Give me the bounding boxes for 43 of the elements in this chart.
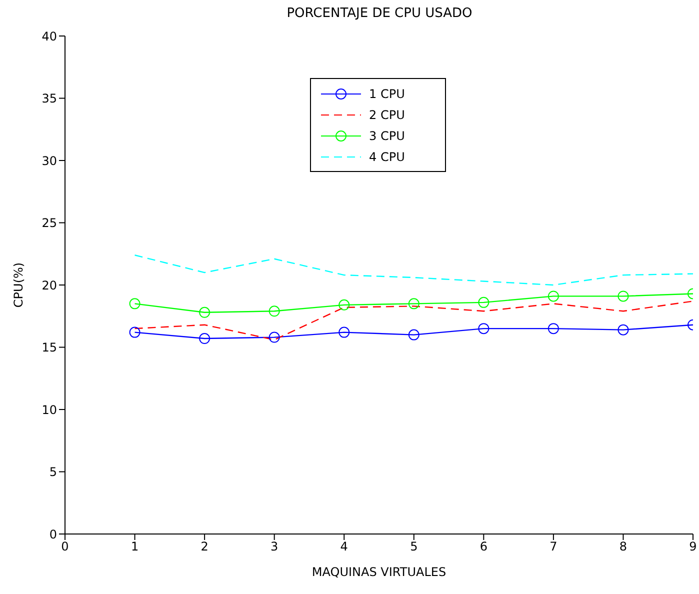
y-tick-label: 15 xyxy=(42,340,57,355)
point xyxy=(548,290,559,302)
point xyxy=(618,290,629,302)
y-tick-label: 0 xyxy=(49,527,57,542)
y-tick-label: 5 xyxy=(49,465,57,480)
point xyxy=(618,324,629,336)
point xyxy=(268,332,280,343)
x-tick-label: 4 xyxy=(340,540,348,554)
x-tick-label: 6 xyxy=(480,540,488,554)
point xyxy=(338,299,350,310)
x-tick-label: 7 xyxy=(550,540,558,554)
point xyxy=(408,329,420,340)
point xyxy=(408,298,420,310)
chart-title: PORCENTAJE DE CPU USADO xyxy=(286,6,474,21)
x-tick-label: 3 xyxy=(270,540,278,554)
point xyxy=(478,323,490,334)
x-tick-label: 8 xyxy=(619,540,628,554)
y-tick-label: 40 xyxy=(42,29,57,44)
x-tick-label: 5 xyxy=(410,540,418,554)
x-tick-label: 2 xyxy=(200,540,208,554)
y-tick-label: 20 xyxy=(42,278,57,292)
y-axis-title: CPU(%) xyxy=(11,262,26,308)
point xyxy=(129,298,140,310)
legend-label: 4 CPU xyxy=(369,150,405,164)
point xyxy=(338,326,350,338)
point xyxy=(129,326,140,338)
point xyxy=(478,296,490,308)
y-tick-label: 10 xyxy=(42,402,57,417)
legend-label: 3 CPU xyxy=(369,128,405,142)
x-tick-label: 0 xyxy=(61,540,69,554)
point xyxy=(199,333,210,344)
y-tick-label: 30 xyxy=(42,154,57,168)
line-series xyxy=(134,254,693,286)
x-axis-title: MAQUINAS VIRTUALES xyxy=(312,565,446,579)
legend-label: 1 CPU xyxy=(369,86,405,100)
x-tick-label: 1 xyxy=(130,540,139,554)
x-tick-label: 9 xyxy=(689,540,697,554)
y-tick-label: 35 xyxy=(42,92,57,106)
point xyxy=(268,306,280,317)
point xyxy=(199,306,210,318)
legend-label: 2 CPU xyxy=(369,108,405,122)
point xyxy=(548,323,559,334)
y-tick-label: 25 xyxy=(42,216,57,230)
